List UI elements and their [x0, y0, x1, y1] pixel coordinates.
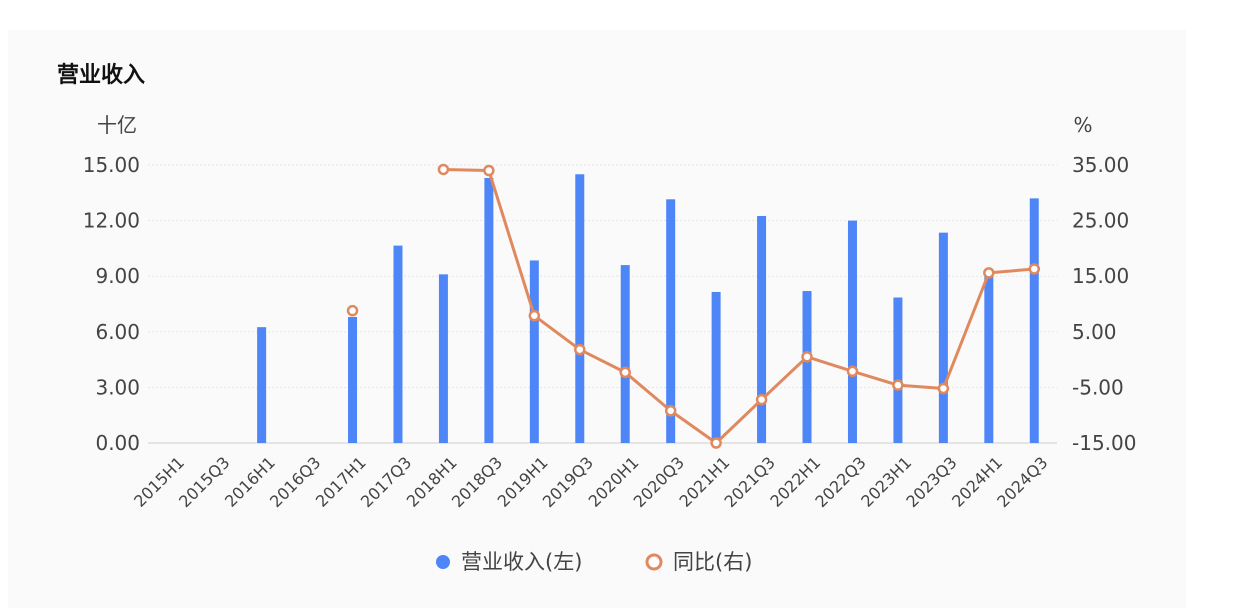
revenue-bar	[984, 272, 994, 443]
right-axis-ticks: -15.00 -5.00 5.00 15.00 25.00 35.00	[1072, 153, 1136, 455]
legend-label-yoy: 同比(右)	[673, 550, 752, 574]
left-tick-label: 9.00	[95, 264, 140, 288]
chart-title: 营业收入	[57, 63, 146, 88]
right-tick-label: 15.00	[1072, 264, 1129, 288]
right-tick-label: 35.00	[1072, 153, 1129, 177]
revenue-bar	[393, 245, 403, 443]
revenue-bar	[893, 297, 903, 443]
right-tick-label: 5.00	[1072, 320, 1117, 344]
yoy-point	[937, 382, 950, 395]
revenue-bar	[575, 174, 585, 443]
revenue-bar	[620, 265, 630, 443]
right-tick-label: -5.00	[1072, 375, 1124, 399]
yoy-point	[710, 437, 722, 449]
revenue-bar	[802, 291, 812, 443]
left-axis-unit: 十亿	[97, 113, 137, 137]
yoy-point	[846, 365, 859, 378]
left-tick-label: 3.00	[95, 375, 140, 399]
x-axis-ticks: 2015H12015Q32016H12016Q32017H12017Q32018…	[130, 453, 1051, 511]
legend-marker-yoy	[645, 553, 663, 571]
revenue-bar	[938, 232, 948, 443]
legend: 营业收入(左) 同比(右)	[436, 550, 752, 574]
left-tick-label: 15.00	[83, 153, 140, 177]
revenue-bar	[484, 177, 494, 443]
left-tick-label: 12.00	[83, 209, 140, 233]
right-tick-label: -15.00	[1072, 431, 1136, 455]
left-tick-label: 6.00	[95, 320, 140, 344]
yoy-point	[574, 343, 586, 356]
right-axis-unit: %	[1073, 113, 1092, 137]
x-tick-label: 2024Q3	[993, 453, 1051, 511]
yoy-point	[619, 366, 631, 379]
yoy-point	[983, 267, 995, 279]
revenue-bar	[257, 327, 267, 443]
gridlines	[148, 164, 1057, 444]
yoy-line	[346, 163, 1041, 449]
left-axis-ticks: 0.00 3.00 6.00 9.00 12.00 15.00	[83, 153, 140, 455]
left-tick-label: 0.00	[95, 431, 140, 455]
yoy-point	[892, 379, 904, 391]
revenue-bar	[1029, 198, 1039, 443]
revenue-bar	[666, 199, 676, 443]
yoy-point	[755, 393, 768, 406]
revenue-bars	[257, 174, 1039, 443]
revenue-bar	[757, 215, 767, 443]
yoy-point	[664, 405, 677, 417]
legend-marker-revenue	[436, 555, 450, 569]
yoy-point	[437, 163, 450, 176]
yoy-point	[346, 304, 359, 317]
yoy-line-segment	[443, 167, 1035, 445]
revenue-bar	[847, 220, 857, 443]
revenue-bar	[529, 260, 539, 443]
yoy-point	[528, 309, 541, 322]
revenue-bar	[348, 316, 358, 443]
revenue-bar	[438, 274, 448, 443]
yoy-point	[483, 164, 495, 177]
legend-label-revenue: 营业收入(左)	[461, 550, 582, 574]
revenue-bar	[711, 291, 721, 443]
yoy-point	[801, 351, 813, 363]
yoy-point	[1028, 263, 1041, 275]
right-tick-label: 25.00	[1072, 209, 1129, 233]
